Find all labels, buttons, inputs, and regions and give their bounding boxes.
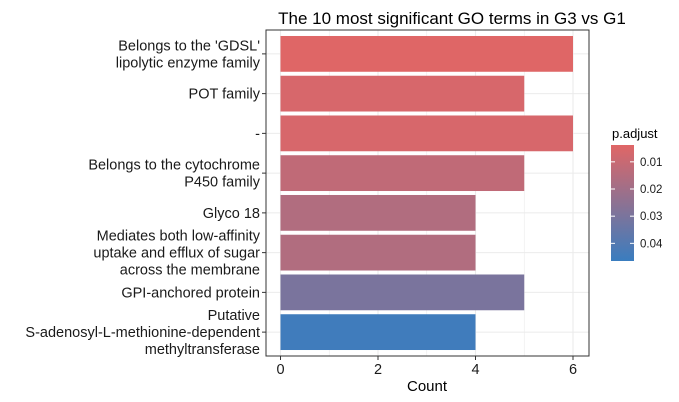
y-tick-label: - bbox=[255, 126, 260, 142]
chart-title: The 10 most significant GO terms in G3 v… bbox=[278, 9, 626, 28]
legend-tick-label: 0.03 bbox=[640, 211, 662, 223]
y-tick-label: Putative bbox=[208, 308, 260, 324]
y-tick-label: across the membrane bbox=[120, 263, 260, 279]
x-tick-label: 2 bbox=[374, 362, 382, 378]
x-tick-labels: 0 2 4 6 bbox=[276, 356, 577, 378]
bar bbox=[280, 155, 525, 192]
bars-layer bbox=[280, 35, 573, 351]
bar bbox=[280, 75, 525, 112]
legend-tick-label: 0.04 bbox=[640, 238, 663, 250]
legend: p.adjust 0.01 0.02 0.03 0.04 bbox=[611, 126, 663, 261]
y-tick-label: P450 family bbox=[184, 175, 261, 191]
panel-border bbox=[265, 29, 590, 357]
bar bbox=[280, 274, 525, 311]
y-tick-label: Belongs to the cytochrome bbox=[88, 158, 260, 174]
legend-tick-label: 0.01 bbox=[640, 157, 662, 169]
x-tick-label: 6 bbox=[569, 362, 577, 378]
x-axis-label: Count bbox=[407, 378, 448, 395]
legend-tick-label: 0.02 bbox=[640, 184, 662, 196]
x-tick-label: 4 bbox=[471, 362, 479, 378]
bar bbox=[280, 194, 476, 231]
y-tick-label: methyltransferase bbox=[145, 342, 260, 358]
bar bbox=[280, 35, 573, 72]
bar bbox=[280, 115, 573, 152]
y-tick-label: Glyco 18 bbox=[203, 206, 260, 222]
legend-title: p.adjust bbox=[612, 126, 658, 141]
y-tick-label: lipolytic enzyme family bbox=[116, 55, 261, 71]
y-tick-label: S-adenosyl-L-methionine-dependent bbox=[25, 325, 260, 341]
y-tick-label: Belongs to the 'GDSL' bbox=[118, 38, 260, 54]
bar bbox=[280, 314, 476, 351]
y-tick-labels: Belongs to the 'GDSL'lipolytic enzyme fa… bbox=[25, 38, 266, 358]
y-tick-label: Mediates both low-affinity bbox=[97, 229, 261, 245]
y-tick-label: uptake and efflux of sugar bbox=[93, 246, 260, 262]
bar bbox=[280, 234, 476, 271]
y-tick-label: POT family bbox=[189, 87, 261, 103]
legend-colorbar bbox=[611, 145, 634, 261]
x-tick-label: 0 bbox=[276, 362, 284, 378]
y-tick-label: GPI-anchored protein bbox=[121, 285, 260, 301]
